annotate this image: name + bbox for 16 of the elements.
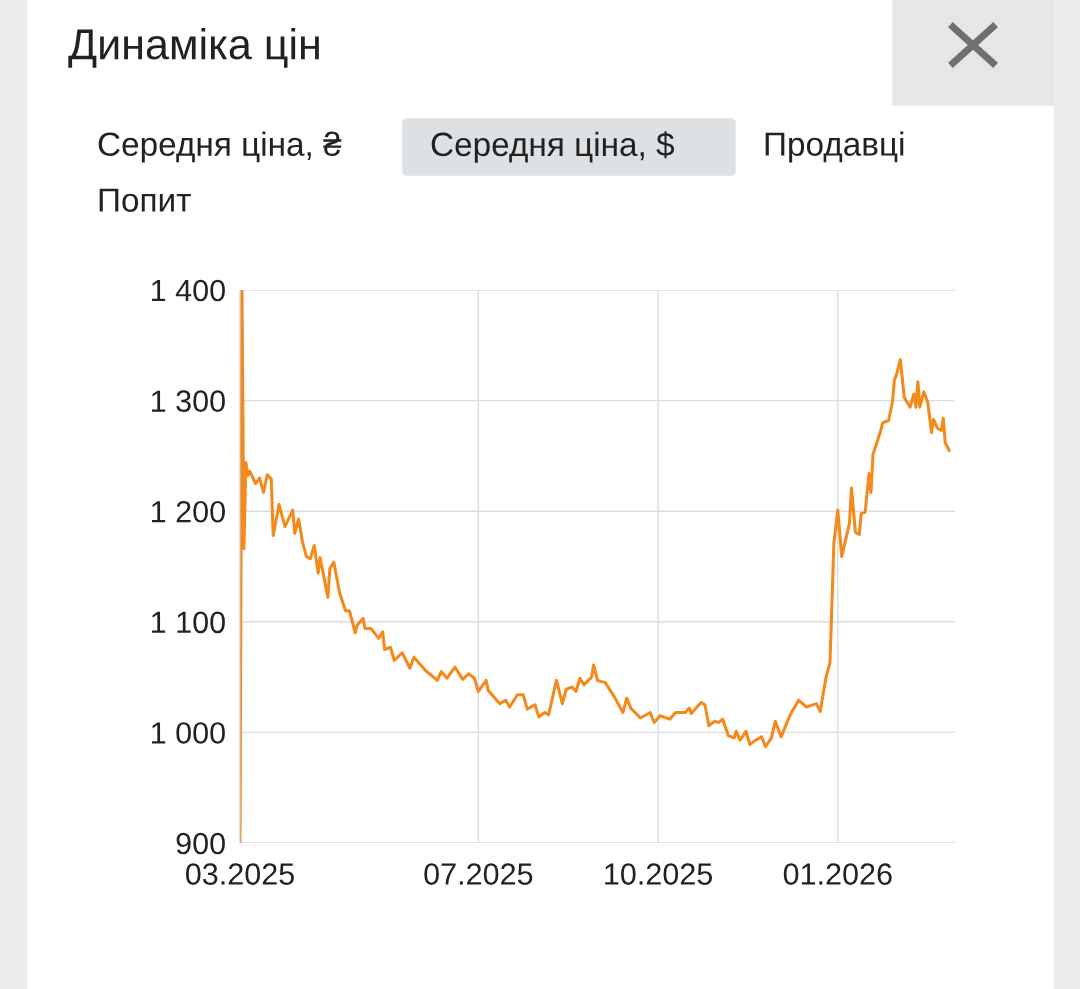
y-tick-label: 1 200: [151, 500, 225, 523]
y-tick-label: 1 100: [151, 611, 225, 634]
text: Продавці: [765, 131, 904, 163]
y-tick-label: 1 400: [151, 279, 225, 302]
chart-title: Динаміка цін: [68, 27, 319, 68]
x-tick-label: 03.2025: [185, 863, 294, 885]
y-tick-label: 900: [176, 832, 225, 855]
text: Попит: [99, 188, 191, 212]
x-tick-label: 10.2025: [605, 863, 713, 885]
text: Середня ціна, ₴: [98, 131, 342, 163]
y-tick-label: 1 300: [151, 390, 225, 412]
text: Середня ціна, $: [431, 131, 675, 163]
y-tick-label: 1 000: [151, 722, 225, 744]
x-tick-label: 01.2026: [783, 863, 892, 885]
line-series: [240, 290, 951, 843]
x-tick-label: 07.2025: [424, 863, 533, 885]
